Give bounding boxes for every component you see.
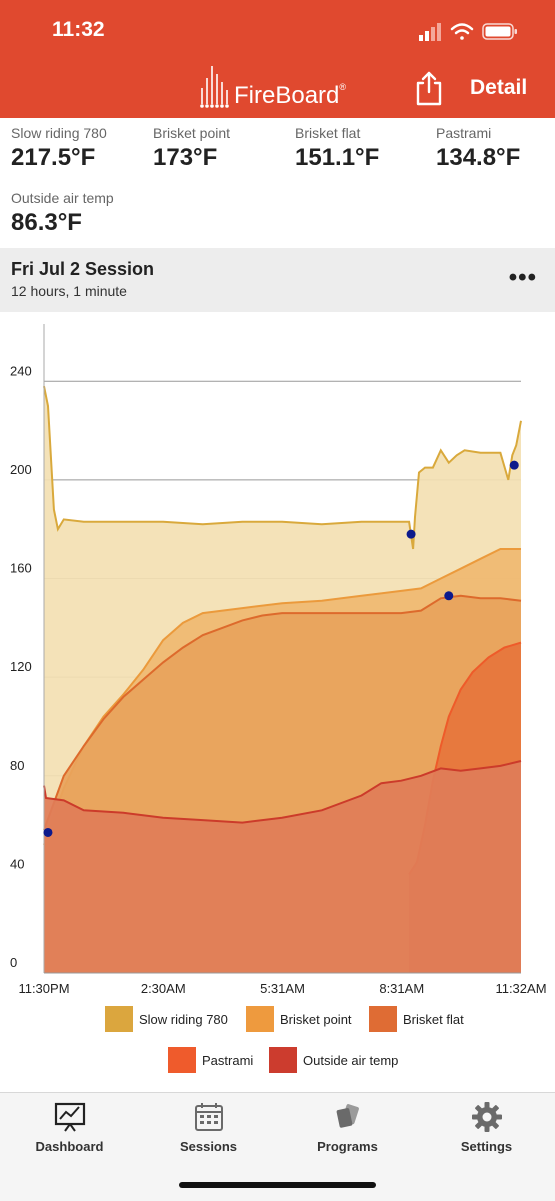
reading-label: Brisket flat bbox=[295, 125, 361, 141]
dashboard-icon bbox=[54, 1102, 85, 1132]
legend-swatch bbox=[105, 1006, 133, 1032]
reading-value: 134.8°F bbox=[436, 144, 521, 171]
tab-dashboard[interactable]: Dashboard bbox=[0, 1093, 139, 1163]
reading-label: Outside air temp bbox=[11, 190, 114, 206]
tab-label: Sessions bbox=[179, 1139, 238, 1154]
data-marker bbox=[43, 827, 53, 837]
legend-swatch bbox=[269, 1047, 297, 1073]
y-tick-label: 200 bbox=[10, 462, 32, 477]
tab-settings[interactable]: Settings bbox=[417, 1093, 555, 1163]
reading-value: 86.3°F bbox=[11, 209, 82, 236]
legend-item-brisket-point[interactable]: Brisket point bbox=[246, 1006, 352, 1032]
more-options-button[interactable]: ••• bbox=[508, 264, 537, 291]
reading-label: Slow riding 780 bbox=[11, 125, 107, 141]
y-tick-label: 120 bbox=[10, 659, 32, 674]
fireboard-logo-icon bbox=[200, 66, 229, 108]
session-duration: 12 hours, 1 minute bbox=[11, 283, 127, 299]
legend-label: Pastrami bbox=[202, 1052, 254, 1068]
reading-pastrami[interactable]: Pastrami 134.8°F bbox=[436, 125, 520, 172]
battery-icon bbox=[482, 23, 517, 40]
reading-brisket-point[interactable]: Brisket point 173°F bbox=[153, 125, 230, 172]
brand-name: FireBoard bbox=[234, 82, 340, 109]
legend-item-brisket-flat[interactable]: Brisket flat bbox=[369, 1006, 464, 1032]
status-icons bbox=[419, 23, 517, 41]
wifi-icon bbox=[450, 23, 474, 40]
series-line bbox=[43, 760, 522, 824]
series-area bbox=[44, 761, 521, 973]
tab-sessions[interactable]: Sessions bbox=[139, 1093, 278, 1163]
legend-label: Brisket point bbox=[280, 1011, 352, 1027]
reading-label: Pastrami bbox=[436, 125, 492, 141]
legend-swatch bbox=[168, 1047, 196, 1073]
detail-button[interactable]: Detail bbox=[470, 76, 528, 99]
y-tick-label: 40 bbox=[10, 856, 24, 871]
tab-label: Programs bbox=[317, 1139, 378, 1154]
tab-label: Dashboard bbox=[35, 1139, 104, 1154]
reading-brisket-flat[interactable]: Brisket flat 151.1°F bbox=[295, 125, 379, 172]
reading-value: 173°F bbox=[153, 144, 218, 171]
y-tick-label: 0 bbox=[10, 955, 17, 970]
chart-legend: Slow riding 780 Brisket point Brisket fl… bbox=[0, 1000, 555, 1090]
reading-value: 217.5°F bbox=[11, 144, 96, 171]
session-header: Fri Jul 2 Session 12 hours, 1 minute ••• bbox=[0, 248, 555, 312]
tab-label: Settings bbox=[460, 1139, 513, 1154]
legend-swatch bbox=[369, 1006, 397, 1032]
data-marker bbox=[509, 460, 519, 470]
data-marker bbox=[406, 529, 416, 539]
legend-item-pastrami[interactable]: Pastrami bbox=[168, 1047, 253, 1073]
reading-slow-riding[interactable]: Slow riding 780 217.5°F bbox=[11, 125, 107, 172]
gear-icon bbox=[471, 1102, 502, 1132]
legend-label: Outside air temp bbox=[303, 1052, 399, 1068]
app-header: 11:32 bbox=[0, 0, 555, 118]
calendar-icon bbox=[194, 1103, 223, 1131]
share-icon[interactable] bbox=[414, 70, 444, 106]
legend-swatch bbox=[246, 1006, 274, 1032]
y-tick-label: 160 bbox=[10, 561, 32, 576]
temperature-chart[interactable]: 0 40 80 120 160 200 240 11:30PM 2:30AM 5:31AM 8:31… bbox=[0, 312, 555, 1000]
probe-readings: Slow riding 780 217.5°F Brisket point 17… bbox=[0, 118, 555, 248]
series-line bbox=[43, 548, 521, 846]
fireboard-logo: FireBoard® bbox=[198, 64, 346, 110]
x-tick-label: 5:31AM bbox=[260, 981, 305, 996]
status-time: 11:32 bbox=[52, 18, 105, 41]
x-tick-label: 2:30AM bbox=[141, 981, 186, 996]
reading-outside-air[interactable]: Outside air temp 86.3°F bbox=[11, 190, 114, 237]
session-title: Fri Jul 2 Session bbox=[11, 259, 155, 279]
x-tick-label: 11:30PM bbox=[18, 981, 69, 996]
tab-programs[interactable]: Programs bbox=[278, 1093, 417, 1163]
legend-label: Slow riding 780 bbox=[139, 1011, 228, 1027]
cards-icon bbox=[336, 1104, 359, 1128]
legend-label: Brisket flat bbox=[403, 1011, 464, 1027]
registered-mark: ® bbox=[339, 82, 347, 92]
legend-item-outside-air[interactable]: Outside air temp bbox=[269, 1047, 398, 1073]
legend-item-slow-riding[interactable]: Slow riding 780 bbox=[105, 1006, 228, 1032]
y-tick-label: 240 bbox=[10, 363, 32, 378]
y-tick-label: 80 bbox=[10, 758, 24, 773]
reading-value: 151.1°F bbox=[295, 144, 380, 171]
data-marker bbox=[444, 591, 454, 601]
x-tick-label: 8:31AM bbox=[379, 981, 424, 996]
cellular-signal-icon bbox=[419, 23, 441, 41]
x-tick-label: 11:32AM bbox=[495, 981, 546, 996]
home-indicator bbox=[179, 1182, 376, 1188]
reading-label: Brisket point bbox=[153, 125, 231, 141]
